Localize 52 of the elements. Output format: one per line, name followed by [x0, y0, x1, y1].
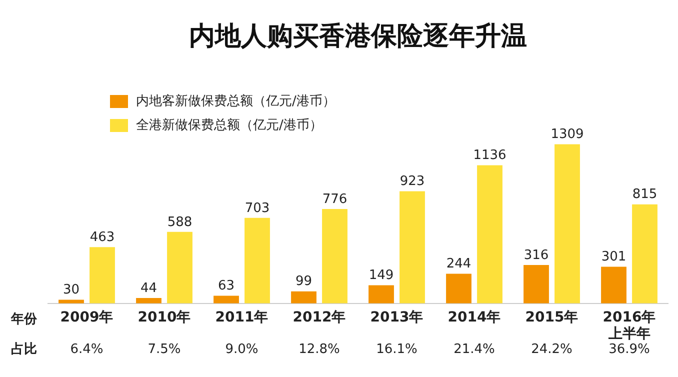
data-label: 63: [218, 278, 235, 294]
data-label: 244: [446, 256, 472, 272]
bar: [167, 232, 192, 304]
bar: [524, 264, 549, 304]
bar: [446, 274, 472, 304]
text: 36.9%: [608, 342, 650, 357]
x-tick-label: 2010年: [138, 309, 191, 326]
bar: [322, 209, 348, 304]
data-label: 463: [90, 230, 115, 245]
x-tick-label: 2015年: [525, 309, 578, 326]
text: 占比: [11, 342, 37, 357]
text: 6.4%: [70, 342, 104, 357]
bar: [291, 291, 316, 304]
bar: [632, 204, 658, 304]
data-label: 99: [295, 274, 312, 290]
data-label: 815: [632, 187, 658, 202]
text: 9.0%: [225, 342, 258, 357]
bar: [477, 165, 502, 304]
data-label: 1136: [473, 148, 506, 164]
data-label: 301: [601, 250, 626, 265]
legend-label: 全港新做保费总额（亿元/港币）: [136, 117, 322, 134]
data-label: 149: [368, 268, 394, 284]
data-label: 588: [167, 214, 192, 230]
bar: [90, 247, 115, 304]
legend-label: 内地客新做保费总额（亿元/港币）: [136, 93, 336, 110]
x-tick-label: 2014年: [448, 309, 501, 326]
text: 21.4%: [454, 342, 495, 357]
x-tick-label: 2016年上半年: [602, 309, 656, 342]
bar: [244, 218, 270, 304]
data-label: 316: [524, 248, 549, 263]
chart-title: 内地人购买香港保险逐年升温: [189, 21, 527, 52]
data-label: 30: [62, 282, 80, 298]
data-label: 776: [322, 192, 348, 207]
text: 12.8%: [298, 342, 340, 357]
x-tick-label: 2011年: [215, 309, 268, 326]
bar: [601, 266, 626, 304]
x-tick-label: 2013年: [370, 309, 424, 326]
data-label: 44: [140, 280, 158, 296]
data-label: 703: [244, 200, 270, 216]
x-tick-label: 2012年: [292, 309, 346, 326]
text: 7.5%: [148, 342, 181, 357]
text: 24.2%: [531, 342, 572, 357]
data-label: 923: [400, 174, 425, 190]
data-label: 1309: [550, 127, 584, 142]
text: 16.1%: [376, 342, 418, 357]
bar: [368, 285, 394, 304]
x-axis-title: 年份: [10, 312, 38, 327]
x-tick-label: 2009年: [60, 309, 114, 326]
bar: [214, 296, 239, 304]
bar: [400, 191, 425, 304]
bar: [554, 144, 580, 304]
bar: [136, 298, 162, 304]
